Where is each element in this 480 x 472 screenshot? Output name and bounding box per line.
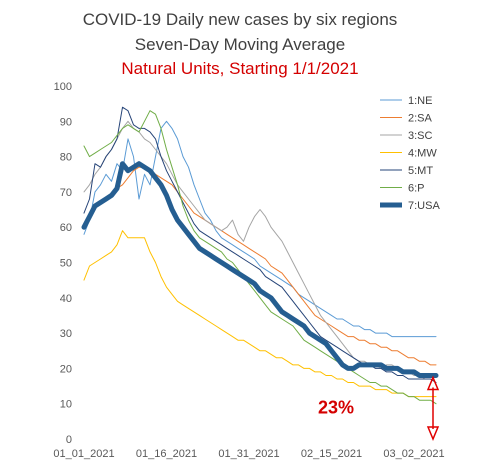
chart-subtitle: Seven-Day Moving Average: [134, 35, 346, 54]
series-line-3-sc: [83, 120, 437, 383]
x-tick-label: 01_16_2021: [136, 448, 197, 460]
legend-entry: 7:USA: [408, 200, 440, 212]
x-tick-label: 01_31_2021: [218, 448, 279, 460]
legend-entry: 6:P: [408, 183, 425, 195]
y-tick-label: 30: [60, 328, 72, 340]
y-tick-label: 80: [60, 152, 72, 164]
series-line-7-usa: [81, 161, 439, 378]
x-tick-label: 02_15_2021: [301, 448, 362, 460]
legend-entry: 4:MW: [408, 148, 437, 160]
x-tick-label: 03_02_2021: [383, 448, 444, 460]
legend-entry: 2:SA: [408, 113, 433, 125]
chart-subtitle-units: Natural Units, Starting 1/1/2021: [121, 59, 359, 78]
y-axis: 0 10 20 30 40 50 60 70 80 90 100: [54, 81, 72, 446]
y-tick-label: 60: [60, 222, 72, 234]
x-tick-label: 01_01_2021: [53, 448, 114, 460]
series-line-5-mt: [83, 106, 437, 383]
y-tick-label: 70: [60, 187, 72, 199]
legend-entry: 5:MT: [408, 165, 433, 177]
y-tick-label: 0: [66, 434, 72, 446]
series-line-6-p: [83, 110, 437, 405]
percent-drop-label: 23%: [318, 398, 354, 418]
series-line-4-mw: [83, 230, 437, 398]
series-lines: [81, 106, 439, 405]
y-tick-label: 10: [60, 399, 72, 411]
legend: 1:NE 2:SA 3:SC 4:MW 5:MT 6:P 7:USA: [380, 95, 440, 212]
chart-title: COVID-19 Daily new cases by six regions: [82, 10, 398, 29]
legend-entry: 3:SC: [408, 130, 433, 142]
y-tick-label: 100: [54, 81, 72, 93]
y-tick-label: 50: [60, 258, 72, 270]
y-tick-label: 40: [60, 293, 72, 305]
drop-arrow-annotation: [426, 375, 440, 441]
x-axis: 01_01_2021 01_16_2021 01_31_2021 02_15_2021…: [53, 448, 444, 460]
y-tick-label: 90: [60, 116, 72, 128]
legend-entry: 1:NE: [408, 95, 432, 107]
series-line-1-ne: [83, 120, 437, 338]
y-tick-label: 20: [60, 363, 72, 375]
